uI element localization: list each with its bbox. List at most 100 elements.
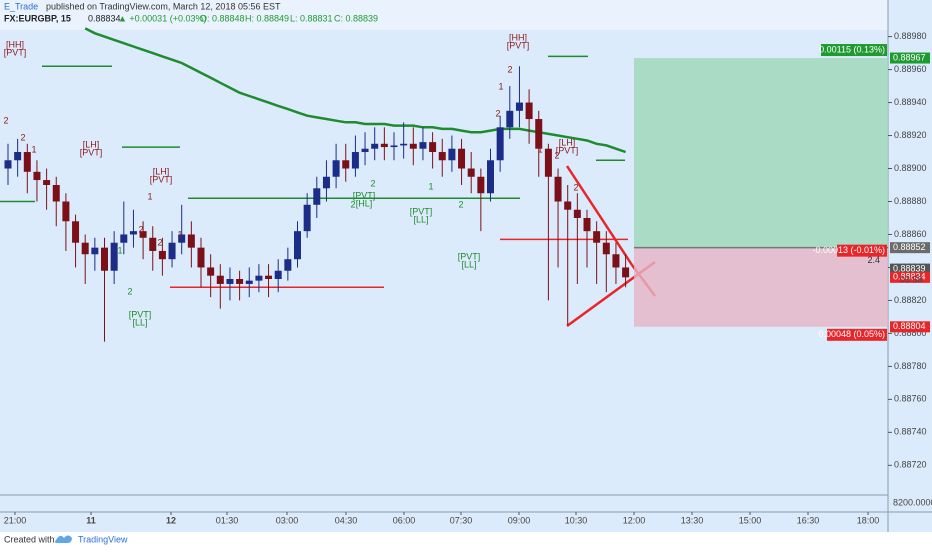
candle-body — [33, 171, 41, 181]
pivot-annotation: 1 — [31, 144, 36, 154]
pivot-annotation: 1 — [537, 144, 542, 154]
pivot-annotation: 2 — [138, 224, 143, 234]
pivot-annotation: [HL] — [356, 198, 373, 208]
candle-body — [515, 102, 523, 111]
x-tick-label: 06:00 — [393, 515, 416, 525]
candle-body — [187, 234, 195, 248]
footer-brand[interactable]: TradingView — [78, 534, 128, 544]
candle-body — [129, 231, 137, 235]
y-tick-label: 0.88880 — [894, 196, 927, 206]
candle-body — [62, 201, 70, 222]
ohlc-low: L: 0.88831 — [290, 13, 333, 23]
candle-body — [612, 254, 620, 268]
candle-body — [467, 168, 475, 177]
profit-zone — [634, 58, 888, 248]
pivot-annotation: 1 — [177, 229, 182, 239]
candle-body — [496, 127, 504, 161]
candle-body — [23, 152, 31, 172]
pivot-annotation: 2 — [554, 150, 559, 160]
candle-body — [110, 242, 118, 271]
candle-body — [294, 231, 301, 260]
candle-body — [255, 275, 263, 281]
candle-body — [52, 185, 60, 202]
candle-body — [216, 275, 224, 284]
pivot-annotation: 2 — [127, 286, 132, 296]
candle-body — [14, 152, 22, 161]
candle-body — [284, 259, 292, 271]
candle-body — [573, 209, 581, 218]
candle-body — [458, 148, 466, 169]
y-tick-label: 0.88980 — [894, 31, 927, 41]
candle-body — [602, 242, 610, 255]
pivot-annotation: [HH] — [509, 32, 527, 42]
target-label-box — [821, 44, 887, 57]
last-price: 0.88834 — [88, 13, 121, 23]
ohlc-high: H: 0.88849 — [245, 13, 289, 23]
price-tag: 0.88852 — [893, 242, 926, 252]
pivot-annotation: 2 — [573, 182, 578, 192]
candle-body — [535, 119, 543, 149]
candle-body — [236, 278, 244, 284]
y-tick-label: 0.88960 — [894, 64, 927, 74]
candle-body — [313, 188, 321, 205]
x-tick-label: 11 — [86, 515, 96, 525]
pivot-annotation: 2 — [507, 64, 512, 74]
pivot-annotation: [LH] — [153, 166, 170, 176]
candle-body — [226, 278, 234, 284]
pivot-annotation: [PVT] — [458, 251, 481, 261]
pivot-annotation: 2 — [350, 199, 355, 209]
candle-body — [342, 160, 350, 169]
y-tick-label: 0.88900 — [894, 163, 927, 173]
x-tick-label: 15:00 — [739, 515, 762, 525]
pivot-annotation: [HH] — [6, 39, 24, 49]
published-text: published on TradingView.com, March 12, … — [46, 1, 281, 11]
x-tick-label: 10:30 — [565, 515, 588, 525]
change: ▲ +0.00031 (+0.03%) — [118, 13, 206, 23]
price-tag: 0.88804 — [893, 321, 926, 331]
candle-body — [419, 142, 427, 149]
lower-pane-label: 8200.0000 — [893, 497, 932, 507]
x-tick-label: 16:30 — [797, 515, 820, 525]
candle-body — [554, 176, 562, 202]
candle-body — [525, 102, 533, 120]
candle-body — [429, 142, 437, 153]
stop-label: 0.00048 (0.05%) — [818, 329, 885, 339]
candle-body — [322, 176, 330, 189]
pivot-annotation: [PVT] — [129, 309, 152, 319]
y-tick-label: 0.88780 — [894, 361, 927, 371]
pivot-annotation: [PVT] — [150, 174, 173, 184]
pivot-annotation: [PVT] — [556, 145, 579, 155]
target-label: 0.00115 (0.13%) — [819, 44, 885, 54]
ohlc-close: C: 0.88839 — [334, 13, 378, 23]
candle-body — [101, 247, 108, 271]
candle-body — [380, 143, 388, 148]
symbol: FX:EURGBP, 15 — [4, 13, 71, 23]
candle-body — [593, 231, 601, 243]
candle-body — [622, 267, 630, 278]
pivot-annotation: [LL] — [413, 214, 428, 224]
price-tag-box — [890, 271, 930, 283]
x-tick-label: 07:30 — [450, 515, 473, 525]
pivot-annotation: 2 — [20, 132, 25, 142]
ohlc-open: O: 0.88848 — [200, 13, 245, 23]
price-tag: 0.88839 — [893, 263, 926, 273]
y-tick-label: 0.88800 — [894, 328, 927, 338]
candle-body — [564, 201, 572, 210]
y-tick-label: 0.88940 — [894, 97, 927, 107]
candle-body — [178, 234, 186, 243]
pivot-annotation: 1 — [498, 81, 503, 91]
publisher[interactable]: E_Trade — [4, 1, 38, 11]
pivot-annotation: [PVT] — [80, 147, 103, 157]
candle-body — [477, 176, 485, 194]
pivot-annotation: [LL] — [132, 317, 147, 327]
pivot-annotation: [LH] — [559, 137, 576, 147]
y-tick-label: 0.88820 — [894, 295, 927, 305]
y-tick-label: 0.88760 — [894, 394, 927, 404]
candle-body — [91, 247, 99, 255]
y-tick-label: 0.88920 — [894, 130, 927, 140]
candle-body — [361, 148, 369, 153]
header-background — [0, 0, 888, 30]
pivot-annotation: 2 — [495, 108, 500, 118]
candle-body — [139, 231, 147, 238]
